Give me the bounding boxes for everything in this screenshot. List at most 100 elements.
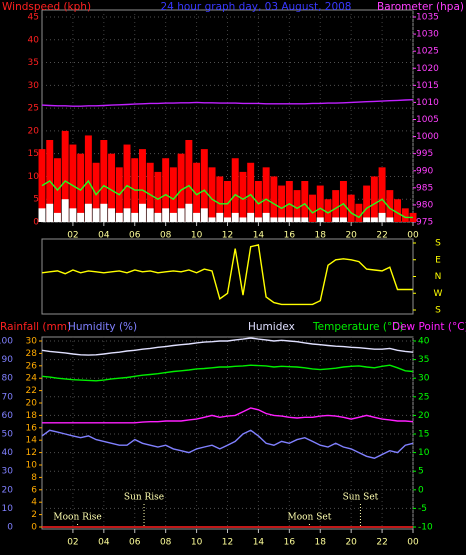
bar bbox=[84, 203, 92, 222]
bar bbox=[131, 212, 139, 222]
y3-tick-label: 28 bbox=[26, 349, 38, 359]
x-tick-label: 04 bbox=[98, 538, 110, 548]
y-tick-label: 45 bbox=[28, 13, 39, 23]
y2-tick-label: 30 bbox=[418, 374, 430, 384]
bar bbox=[332, 217, 340, 222]
x-tick-label: 22 bbox=[376, 538, 387, 548]
y3-tick-label: 24 bbox=[26, 374, 38, 384]
bar bbox=[293, 217, 301, 222]
x-tick-label: 20 bbox=[345, 538, 357, 548]
y3-tick-label: 12 bbox=[26, 448, 37, 458]
x-tick-label: 12 bbox=[222, 538, 233, 548]
y-tick-label: 100 bbox=[0, 337, 13, 347]
line bbox=[42, 407, 414, 424]
y3-tick-label: 0 bbox=[31, 523, 37, 533]
y2-tick-label: 0 bbox=[418, 485, 424, 495]
y-tick-label: 0 bbox=[33, 218, 39, 228]
bar bbox=[100, 203, 108, 222]
y2-tick-label: 1035 bbox=[416, 13, 439, 23]
y2-tick-label: -10 bbox=[418, 523, 433, 533]
annotation: Moon Rise bbox=[53, 513, 101, 523]
bar bbox=[247, 162, 255, 222]
x-tick-label: 08 bbox=[160, 231, 172, 241]
y2-tick-label: 985 bbox=[416, 183, 433, 193]
y3-tick-label: 10 bbox=[26, 461, 38, 471]
bar bbox=[224, 181, 231, 222]
x-tick-label: 14 bbox=[253, 538, 265, 548]
legend-label: Rainfall (mm) bbox=[0, 321, 71, 333]
y2-tick-label: 35 bbox=[418, 355, 429, 365]
y-tick-label: W bbox=[434, 289, 443, 299]
bar bbox=[247, 212, 255, 222]
bar bbox=[262, 167, 270, 222]
x-tick-label: 06 bbox=[129, 538, 141, 548]
y3-tick-label: 26 bbox=[26, 361, 38, 371]
y3-tick-label: 30 bbox=[26, 337, 38, 347]
bar bbox=[177, 153, 185, 222]
y-tick-label: 15 bbox=[28, 149, 39, 159]
bar bbox=[332, 190, 340, 222]
y2-tick-label: 1005 bbox=[416, 115, 439, 125]
bar bbox=[224, 217, 231, 222]
bar bbox=[146, 208, 154, 222]
x-tick-label: 04 bbox=[98, 231, 110, 241]
bar bbox=[92, 162, 100, 222]
y2-tick-label: 15 bbox=[418, 430, 429, 440]
bar bbox=[84, 135, 92, 222]
bar bbox=[185, 203, 193, 222]
y2-tick-label: 1015 bbox=[416, 81, 439, 91]
bar bbox=[285, 217, 293, 222]
line bbox=[41, 364, 414, 382]
bar bbox=[177, 208, 185, 222]
bar bbox=[200, 149, 208, 222]
bar bbox=[123, 208, 131, 222]
bar bbox=[239, 171, 247, 222]
bar bbox=[169, 212, 177, 222]
y3-tick-label: 2 bbox=[31, 510, 37, 520]
line bbox=[41, 429, 414, 459]
y-tick-label: 10 bbox=[28, 172, 40, 182]
bar bbox=[139, 149, 146, 222]
legend-label: Dew Point (°C) bbox=[392, 321, 466, 333]
x-tick-label: 00 bbox=[407, 538, 419, 548]
x-tick-label: 02 bbox=[67, 231, 78, 241]
bar bbox=[370, 176, 378, 222]
bar bbox=[115, 212, 123, 222]
y2-tick-label: 1000 bbox=[416, 132, 439, 142]
x-tick-label: 06 bbox=[129, 231, 141, 241]
y2-axis-label: Barometer (hpa) bbox=[377, 1, 464, 13]
bar bbox=[92, 208, 100, 222]
bar bbox=[231, 158, 239, 222]
bar bbox=[293, 190, 301, 222]
bar bbox=[169, 167, 177, 222]
bar bbox=[378, 167, 386, 222]
y-axis-label: Windspeed (kph) bbox=[2, 1, 91, 13]
bar bbox=[162, 158, 170, 222]
bar bbox=[278, 217, 286, 222]
bar bbox=[100, 140, 108, 222]
line bbox=[41, 337, 414, 356]
bar bbox=[339, 217, 347, 222]
x-tick-label: 08 bbox=[160, 538, 172, 548]
bar bbox=[69, 208, 77, 222]
y-tick-label: 35 bbox=[28, 58, 39, 68]
y2-tick-label: 10 bbox=[418, 448, 430, 458]
bar bbox=[108, 208, 116, 222]
y3-tick-label: 14 bbox=[26, 436, 38, 446]
bar bbox=[347, 194, 355, 222]
bar bbox=[53, 212, 61, 222]
y-tick-label: 50 bbox=[2, 430, 14, 440]
y-tick-label: 40 bbox=[28, 35, 40, 45]
line bbox=[41, 244, 413, 306]
y2-tick-label: 995 bbox=[416, 149, 433, 159]
y-tick-label: E bbox=[435, 255, 441, 265]
y2-tick-label: 20 bbox=[418, 411, 430, 421]
y-tick-label: 40 bbox=[2, 448, 14, 458]
bar bbox=[61, 130, 69, 222]
bar bbox=[363, 185, 371, 222]
bar bbox=[162, 208, 170, 222]
bar bbox=[193, 162, 201, 222]
x-tick-label: 16 bbox=[284, 538, 296, 548]
bar bbox=[386, 217, 394, 222]
bar bbox=[231, 212, 239, 222]
